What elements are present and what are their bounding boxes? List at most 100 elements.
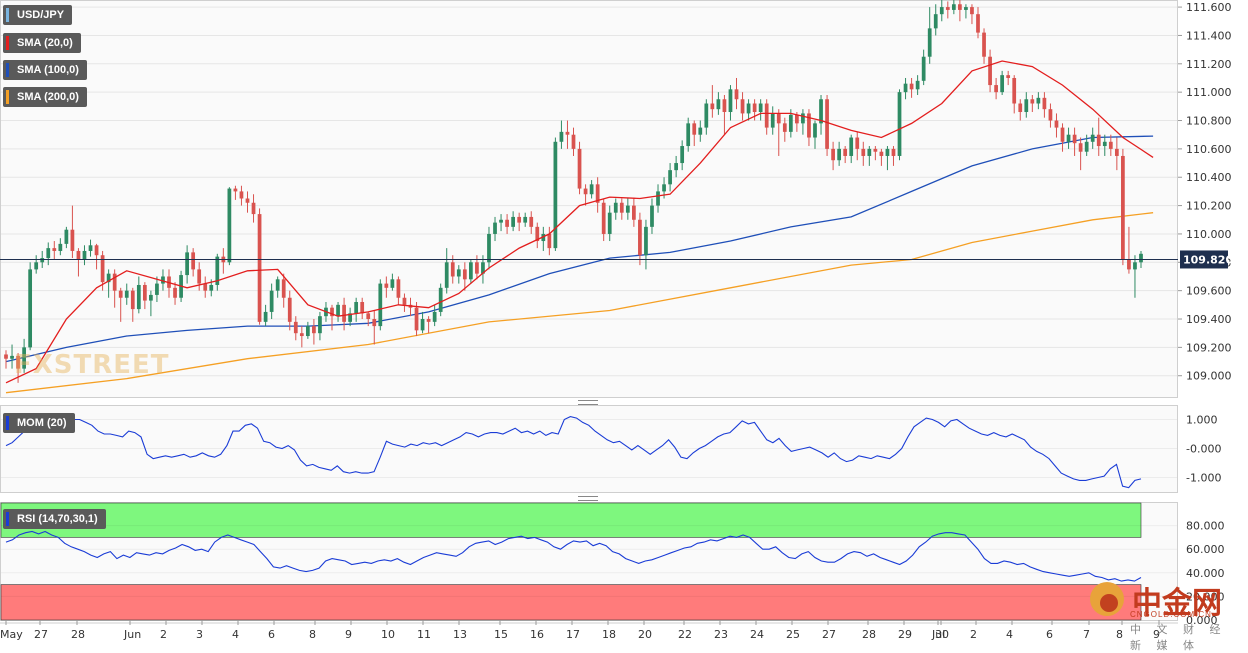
candle — [831, 141, 835, 171]
candle — [70, 205, 75, 259]
candle — [976, 7, 980, 39]
candle-body — [807, 113, 811, 138]
candle-body — [740, 99, 745, 114]
candle — [1102, 134, 1107, 156]
date-tick-label: 8 — [1116, 628, 1123, 641]
price-tick-label: 109.200 — [1186, 341, 1232, 354]
price-tick-label: 110.800 — [1186, 115, 1232, 128]
legend-sma200: SMA (200,0) — [3, 87, 87, 107]
date-tick-label: 3 — [196, 628, 203, 641]
candle-body — [58, 243, 63, 251]
candle-body — [438, 287, 443, 312]
candle-body — [1036, 97, 1041, 104]
candle-body — [197, 269, 202, 284]
rsi-tick-label: 20.000 — [1186, 590, 1225, 603]
candle — [1127, 226, 1131, 274]
date-tick-label: May — [0, 628, 23, 641]
candle — [142, 282, 147, 310]
candle-body — [1121, 155, 1125, 260]
candle-body — [1048, 109, 1053, 121]
candle — [4, 350, 8, 369]
candle-body — [10, 355, 14, 359]
candle-body — [185, 252, 189, 276]
candle — [438, 283, 443, 317]
rsi-tick-label: 40.000 — [1186, 567, 1225, 580]
candle — [487, 226, 491, 270]
candle-body — [607, 212, 612, 234]
legend-symbol-label: USD/JPY — [17, 9, 65, 21]
candle-body — [535, 226, 540, 242]
candle — [970, 4, 974, 25]
candle-body — [1114, 148, 1119, 156]
rsi-tick-label: 60.000 — [1186, 543, 1225, 556]
rsi-tick-label: 80.000 — [1186, 520, 1225, 533]
date-tick-label: 11 — [417, 628, 431, 641]
candle — [680, 140, 685, 171]
candle — [921, 49, 926, 86]
candle — [293, 316, 298, 341]
candle-body — [819, 99, 823, 124]
rsi-tick-label: 0.000 — [1186, 614, 1218, 627]
candle — [378, 279, 383, 331]
candle-body — [909, 83, 914, 90]
candle-body — [891, 148, 896, 156]
candle — [456, 265, 461, 284]
candle — [360, 297, 365, 320]
candle — [559, 120, 564, 149]
date-tick-label: 29 — [898, 628, 912, 641]
candle-body — [662, 184, 666, 192]
candle — [281, 273, 286, 308]
candle — [674, 155, 679, 178]
candle — [462, 262, 467, 291]
candle — [855, 131, 860, 161]
date-tick-label: Jun — [123, 628, 141, 641]
price-tick-label: 110.000 — [1186, 228, 1232, 241]
candle — [22, 338, 26, 373]
candle — [64, 226, 69, 249]
candle — [372, 310, 377, 345]
candle — [541, 226, 546, 251]
pane-resize-handle-rsi[interactable] — [578, 496, 598, 501]
date-tick-label: 23 — [714, 628, 728, 641]
candle-body — [1084, 141, 1089, 152]
date-tick-label: 15 — [494, 628, 508, 641]
candle-body — [16, 355, 20, 369]
candle-body — [493, 222, 497, 234]
candle — [625, 198, 630, 220]
pane-resize-handle-mom[interactable] — [578, 400, 598, 405]
candle-body — [112, 273, 117, 291]
price-tick-label: 110.600 — [1186, 143, 1232, 156]
candle — [716, 92, 721, 115]
candle-body — [305, 326, 310, 337]
legend-mom-label: MOM (20) — [17, 417, 67, 429]
candle-body — [124, 290, 129, 298]
candle-body — [976, 14, 980, 33]
candle-body — [644, 226, 648, 256]
candle — [933, 4, 938, 36]
candle-body — [698, 127, 703, 135]
candle — [710, 85, 715, 118]
candle-body — [161, 276, 165, 284]
date-tick-label: 28 — [862, 628, 876, 641]
candle-body — [921, 56, 926, 81]
candle — [698, 120, 703, 142]
date-tick-label: 2 — [160, 628, 167, 641]
candle-body — [46, 248, 51, 259]
date-tick-label: 25 — [786, 628, 800, 641]
candle-body — [728, 89, 733, 113]
candle-body — [668, 170, 672, 185]
candle-body — [426, 319, 431, 322]
candle — [927, 7, 932, 64]
candle — [632, 198, 636, 227]
candle-body — [939, 7, 944, 15]
candle — [136, 276, 141, 314]
date-tick-label: 20 — [638, 628, 652, 641]
candle — [650, 198, 654, 234]
candle — [746, 99, 751, 121]
candle-body — [22, 347, 26, 369]
candle — [499, 214, 503, 232]
candle-body — [149, 294, 153, 301]
candle-body — [553, 141, 558, 249]
candle-body — [499, 219, 503, 223]
